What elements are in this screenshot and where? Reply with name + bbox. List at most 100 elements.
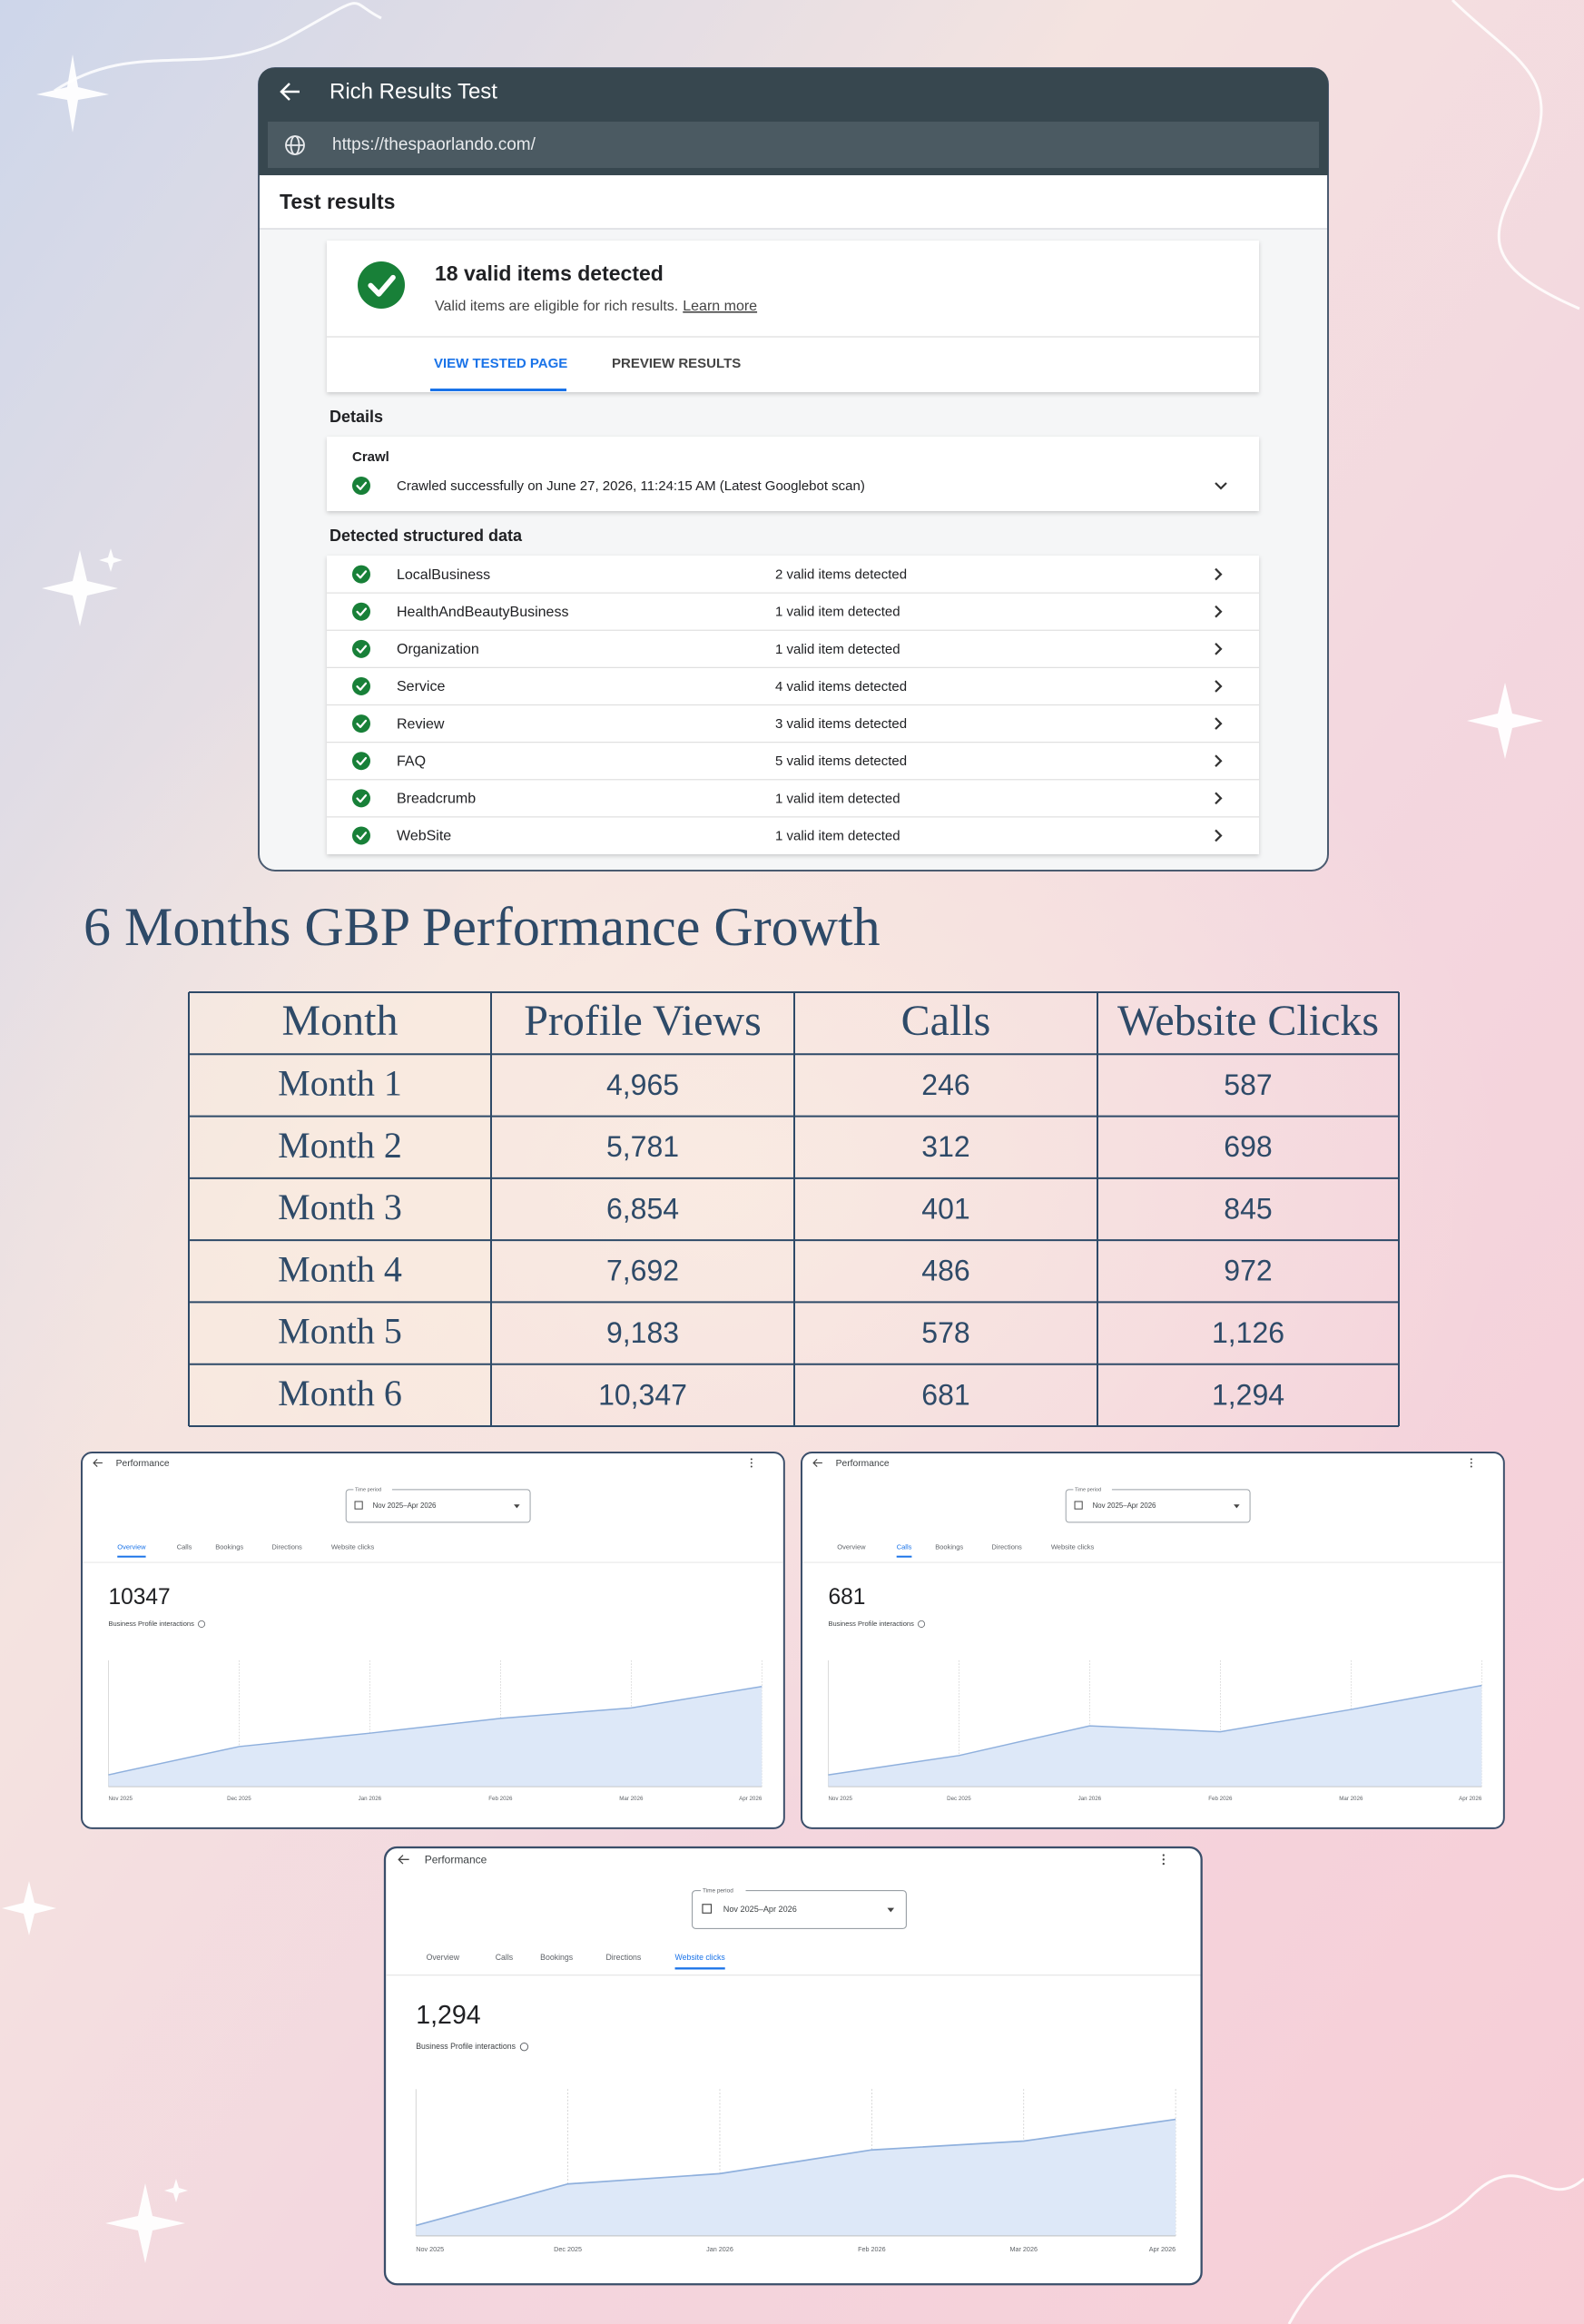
sparkle bbox=[1467, 683, 1543, 759]
panel-title: Performance bbox=[425, 1853, 487, 1866]
tab-underline bbox=[896, 1555, 912, 1558]
row-label: Month 2 bbox=[278, 1125, 402, 1166]
panel-tab[interactable]: Overview bbox=[837, 1543, 866, 1551]
item-name[interactable]: HealthAndBeautyBusiness bbox=[397, 605, 568, 620]
check-circle bbox=[352, 477, 370, 495]
check-circle bbox=[352, 639, 370, 658]
item-status: 1 valid item detected bbox=[775, 828, 900, 843]
check-mark bbox=[356, 832, 368, 841]
decorations bbox=[54, 0, 1584, 2324]
panel-tab[interactable]: Overview bbox=[117, 1543, 146, 1551]
tab[interactable]: VIEW TESTED PAGE bbox=[434, 356, 567, 371]
item-name[interactable]: WebSite bbox=[397, 829, 451, 844]
time-period-label: Time period bbox=[355, 1487, 381, 1492]
check-mark bbox=[368, 274, 396, 297]
chevron bbox=[1215, 643, 1223, 655]
time-period-box bbox=[345, 1489, 531, 1523]
data-line bbox=[108, 1686, 762, 1776]
x-tick-label: Dec 2025 bbox=[227, 1796, 251, 1802]
sparkle bbox=[99, 548, 123, 572]
panel-tab[interactable]: Website clicks bbox=[1051, 1543, 1095, 1551]
tab[interactable]: PREVIEW RESULTS bbox=[612, 356, 741, 371]
panel-tab[interactable]: Directions bbox=[991, 1543, 1022, 1551]
section-title: Test results bbox=[280, 190, 395, 213]
column-header: Month bbox=[281, 997, 398, 1045]
menu-dot bbox=[1162, 1862, 1165, 1866]
x-tick-label: Feb 2026 bbox=[858, 2245, 886, 2253]
back-arrow bbox=[93, 1458, 103, 1467]
time-period[interactable]: Nov 2025–Apr 2026 bbox=[723, 1905, 797, 1914]
table-cell: 401 bbox=[921, 1192, 969, 1225]
panel-tab[interactable]: Bookings bbox=[215, 1543, 243, 1551]
check-icon bbox=[352, 826, 370, 845]
panel-total: 1,294 bbox=[416, 2001, 480, 2030]
panel-tab[interactable]: Directions bbox=[605, 1953, 641, 1962]
time-period-label-bg bbox=[353, 1486, 392, 1493]
item-status: 4 valid items detected bbox=[775, 679, 907, 694]
table-cell: 681 bbox=[921, 1378, 969, 1411]
menu-dot bbox=[750, 1462, 753, 1464]
check-circle bbox=[352, 676, 370, 695]
item-name[interactable]: Breadcrumb bbox=[397, 792, 476, 807]
info-icon bbox=[918, 1620, 926, 1628]
x-tick-label: Feb 2026 bbox=[488, 1796, 513, 1802]
item-status: 1 valid item detected bbox=[775, 791, 900, 806]
first-column-tint bbox=[189, 992, 491, 1426]
description-text: Valid items are eligible for rich result… bbox=[435, 299, 678, 314]
panel-tab[interactable]: Calls bbox=[496, 1953, 514, 1962]
structured-data-label: Detected structured data bbox=[330, 527, 523, 545]
back-arrow bbox=[398, 1855, 409, 1865]
item-name[interactable]: Review bbox=[397, 716, 445, 732]
chevron bbox=[1215, 754, 1223, 767]
panel-tab[interactable]: Website clicks bbox=[675, 1953, 726, 1962]
panel-tab[interactable]: Calls bbox=[897, 1543, 912, 1551]
time-period[interactable]: Nov 2025–Apr 2026 bbox=[373, 1502, 437, 1510]
check-mark bbox=[356, 607, 368, 616]
panel-tab[interactable]: Calls bbox=[177, 1543, 192, 1551]
panel-tab[interactable]: Overview bbox=[427, 1953, 460, 1962]
check-icon bbox=[352, 565, 370, 584]
learn-more-link[interactable]: Learn more bbox=[683, 299, 757, 314]
item-name[interactable]: LocalBusiness bbox=[397, 567, 490, 583]
crawl-card bbox=[327, 437, 1259, 511]
metric-label: Business Profile interactions bbox=[108, 1620, 194, 1628]
table-cell: 312 bbox=[921, 1130, 969, 1163]
panel-total: 10347 bbox=[108, 1585, 170, 1610]
area-fill bbox=[416, 2119, 1176, 2236]
menu-dot bbox=[750, 1465, 753, 1468]
panel-tab[interactable]: Bookings bbox=[540, 1953, 574, 1962]
check-icon bbox=[352, 676, 370, 695]
x-tick-label: Dec 2025 bbox=[947, 1796, 971, 1802]
time-period[interactable]: Nov 2025–Apr 2026 bbox=[1093, 1502, 1156, 1510]
chevron bbox=[1215, 792, 1223, 805]
results-bar bbox=[260, 176, 1327, 229]
item-name[interactable]: Service bbox=[397, 679, 445, 694]
check-circle bbox=[352, 602, 370, 621]
time-period-label: Time period bbox=[703, 1887, 733, 1894]
section-heading: 6 Months GBP Performance Growth bbox=[84, 897, 881, 957]
dropdown-caret bbox=[514, 1504, 520, 1509]
table-cell: 246 bbox=[921, 1068, 969, 1101]
table-cell: 845 bbox=[1224, 1192, 1272, 1225]
check-mark bbox=[356, 794, 368, 803]
time-period-label-bg bbox=[701, 1886, 746, 1895]
column-header: Profile Views bbox=[524, 997, 762, 1045]
panel-tab[interactable]: Directions bbox=[271, 1543, 302, 1551]
check-mark bbox=[356, 645, 368, 654]
x-tick-label: Jan 2026 bbox=[359, 1796, 382, 1802]
x-tick-label: Nov 2025 bbox=[416, 2245, 444, 2253]
sparkle bbox=[42, 550, 118, 626]
x-tick-label: Apr 2026 bbox=[1459, 1796, 1482, 1802]
check-circle bbox=[352, 826, 370, 845]
check-icon bbox=[352, 752, 370, 771]
row-label: Month 4 bbox=[278, 1248, 402, 1289]
panel-tab[interactable]: Bookings bbox=[935, 1543, 963, 1551]
item-name[interactable]: Organization bbox=[397, 642, 479, 657]
chevron bbox=[1215, 482, 1227, 490]
check-mark bbox=[356, 682, 368, 691]
table-cell: 1,294 bbox=[1212, 1378, 1284, 1411]
panel-tab[interactable]: Website clicks bbox=[331, 1543, 375, 1551]
item-name[interactable]: FAQ bbox=[397, 753, 426, 769]
x-tick-label: Mar 2026 bbox=[1339, 1796, 1363, 1802]
